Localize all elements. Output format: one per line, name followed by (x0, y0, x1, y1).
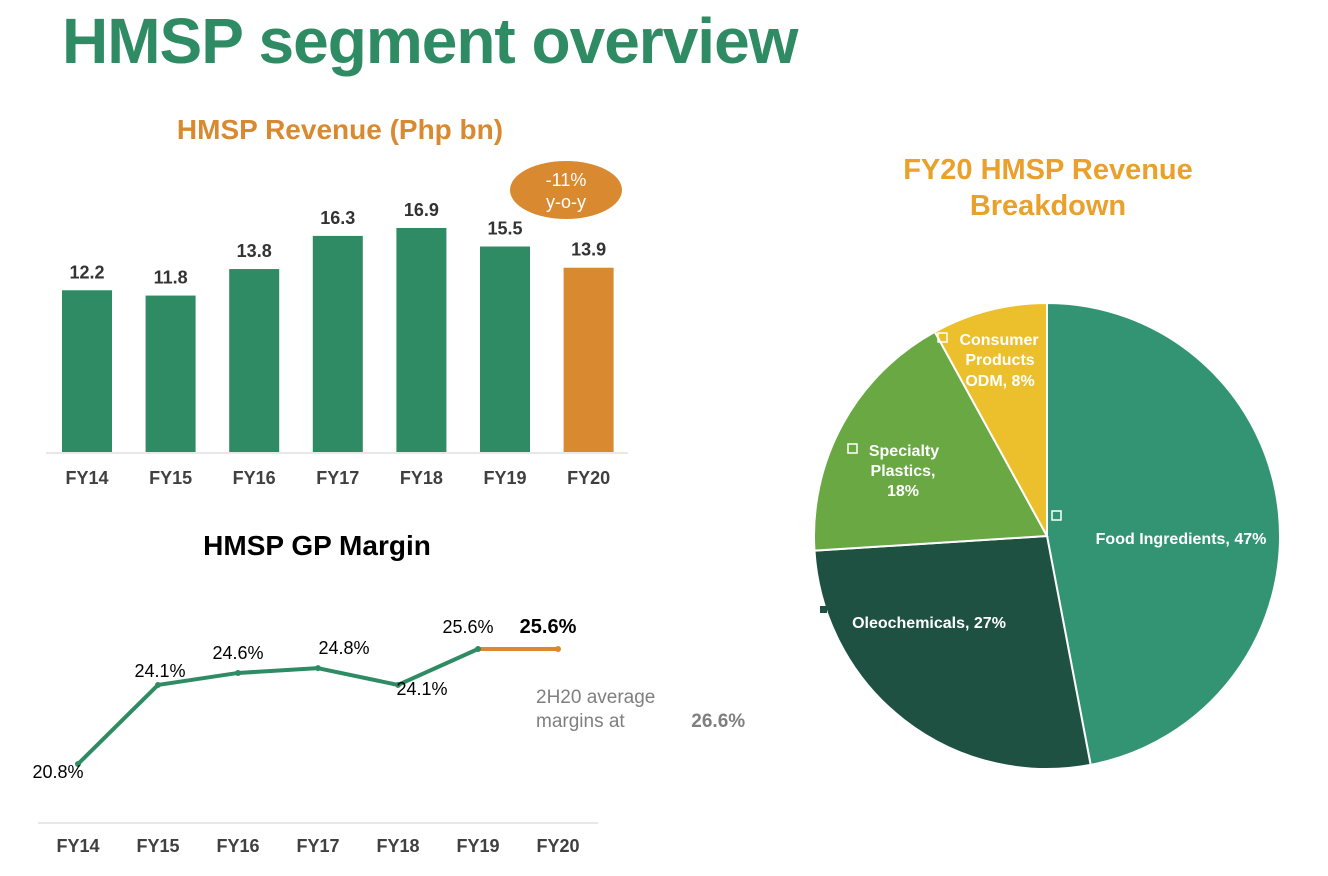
pie-label-specialty-plastics-line3: 18% (887, 483, 919, 500)
revenue-bar (62, 290, 112, 452)
revenue-data-label: 11.8 (154, 268, 188, 288)
revenue-bar (312, 235, 363, 452)
pie-label-consumer-products-line3: ODM, 8% (965, 373, 1034, 390)
gp-margin-data-label: 25.6% (520, 616, 577, 638)
revenue-bar (229, 269, 280, 452)
line-chart-title: HMSP GP Margin (203, 530, 431, 561)
margin-annotation-text: 2H20 average margins at (536, 687, 656, 732)
revenue-x-tick: FY16 (233, 468, 276, 488)
revenue-x-tick: FY14 (65, 468, 108, 488)
revenue-bar (480, 246, 530, 452)
page-title: HMSP segment overview (62, 5, 798, 77)
pie-label-consumer-products-line2: Products (965, 352, 1034, 369)
margin-annotation-value: 26.6% (691, 711, 746, 732)
revenue-bar (563, 267, 614, 452)
pie-leader-marker (847, 443, 858, 454)
revenue-x-tick: FY17 (316, 468, 359, 488)
gp-margin-x-tick: FY14 (56, 836, 99, 856)
pie-label-consumer-products-line1: Consumer (959, 332, 1038, 349)
pie-label-specialty-plastics-line1: Specialty (869, 443, 939, 460)
gp-margin-point (75, 761, 81, 767)
revenue-data-label: 16.3 (320, 208, 355, 228)
gp-margin-data-label: 24.8% (318, 638, 369, 658)
revenue-data-label: 12.2 (69, 262, 104, 282)
revenue-x-tick: FY18 (400, 468, 443, 488)
gp-margin-x-tick: FY20 (536, 836, 579, 856)
gp-margin-point (395, 681, 401, 688)
yoy-bubble (510, 161, 622, 219)
pie-leader-marker (937, 332, 948, 343)
pie-title-line1: FY20 HMSP Revenue (903, 154, 1193, 186)
bar-chart-title: HMSP Revenue (Php bn) (177, 114, 503, 145)
gp-margin-data-label: 20.8% (32, 762, 83, 782)
revenue-x-tick: FY19 (483, 468, 526, 488)
gp-margin-line (76, 647, 479, 766)
gp-margin-data-label: 24.1% (134, 661, 185, 681)
margin-annotation: 2H20 average margins at 26.6% (536, 686, 745, 734)
pie-label-food-ingredients: Food Ingredients, 47% (1096, 531, 1267, 548)
revenue-x-tick: FY20 (567, 468, 610, 488)
pie-slice (1046, 301, 1281, 767)
revenue-data-label: 13.9 (571, 240, 606, 260)
gp-margin-point (555, 646, 561, 652)
pie-leader-marker (820, 606, 827, 613)
revenue-bar (145, 295, 196, 452)
gp-margin-point (235, 669, 241, 676)
pie-slice (933, 301, 1048, 537)
gp-margin-x-tick: FY17 (296, 836, 339, 856)
revenue-data-label: 16.9 (404, 200, 439, 220)
pie-chart-title: FY20 HMSP Revenue Breakdown (848, 152, 1248, 224)
gp-margin-point (155, 681, 161, 688)
gp-margin-data-label: 24.1% (396, 679, 447, 699)
revenue-data-label: 13.8 (237, 241, 272, 261)
pie-label-specialty-plastics-line2: Plastics, (871, 463, 936, 480)
revenue-bar (396, 227, 447, 452)
yoy-bubble-line2: y-o-y (546, 192, 586, 212)
gp-margin-data-label: 24.6% (212, 643, 263, 663)
gp-margin-x-tick: FY18 (376, 836, 419, 856)
gp-margin-point (475, 646, 481, 652)
gp-margin-point (315, 665, 321, 672)
revenue-x-tick: FY15 (149, 468, 192, 488)
gp-margin-x-tick: FY16 (216, 836, 259, 856)
pie-title-line2: Breakdown (969, 190, 1127, 222)
revenue-data-label: 15.5 (487, 219, 522, 239)
yoy-bubble-line1: -11% (546, 170, 587, 190)
pie-leader-marker (1051, 510, 1062, 521)
gp-margin-data-label: 25.6% (442, 617, 493, 637)
pie-label-oleochemicals: Oleochemicals, 27% (852, 615, 1006, 632)
gp-margin-x-tick: FY15 (136, 836, 179, 856)
pie-slice (813, 330, 1049, 552)
pie-slice (813, 534, 1092, 770)
gp-margin-x-tick: FY19 (456, 836, 499, 856)
